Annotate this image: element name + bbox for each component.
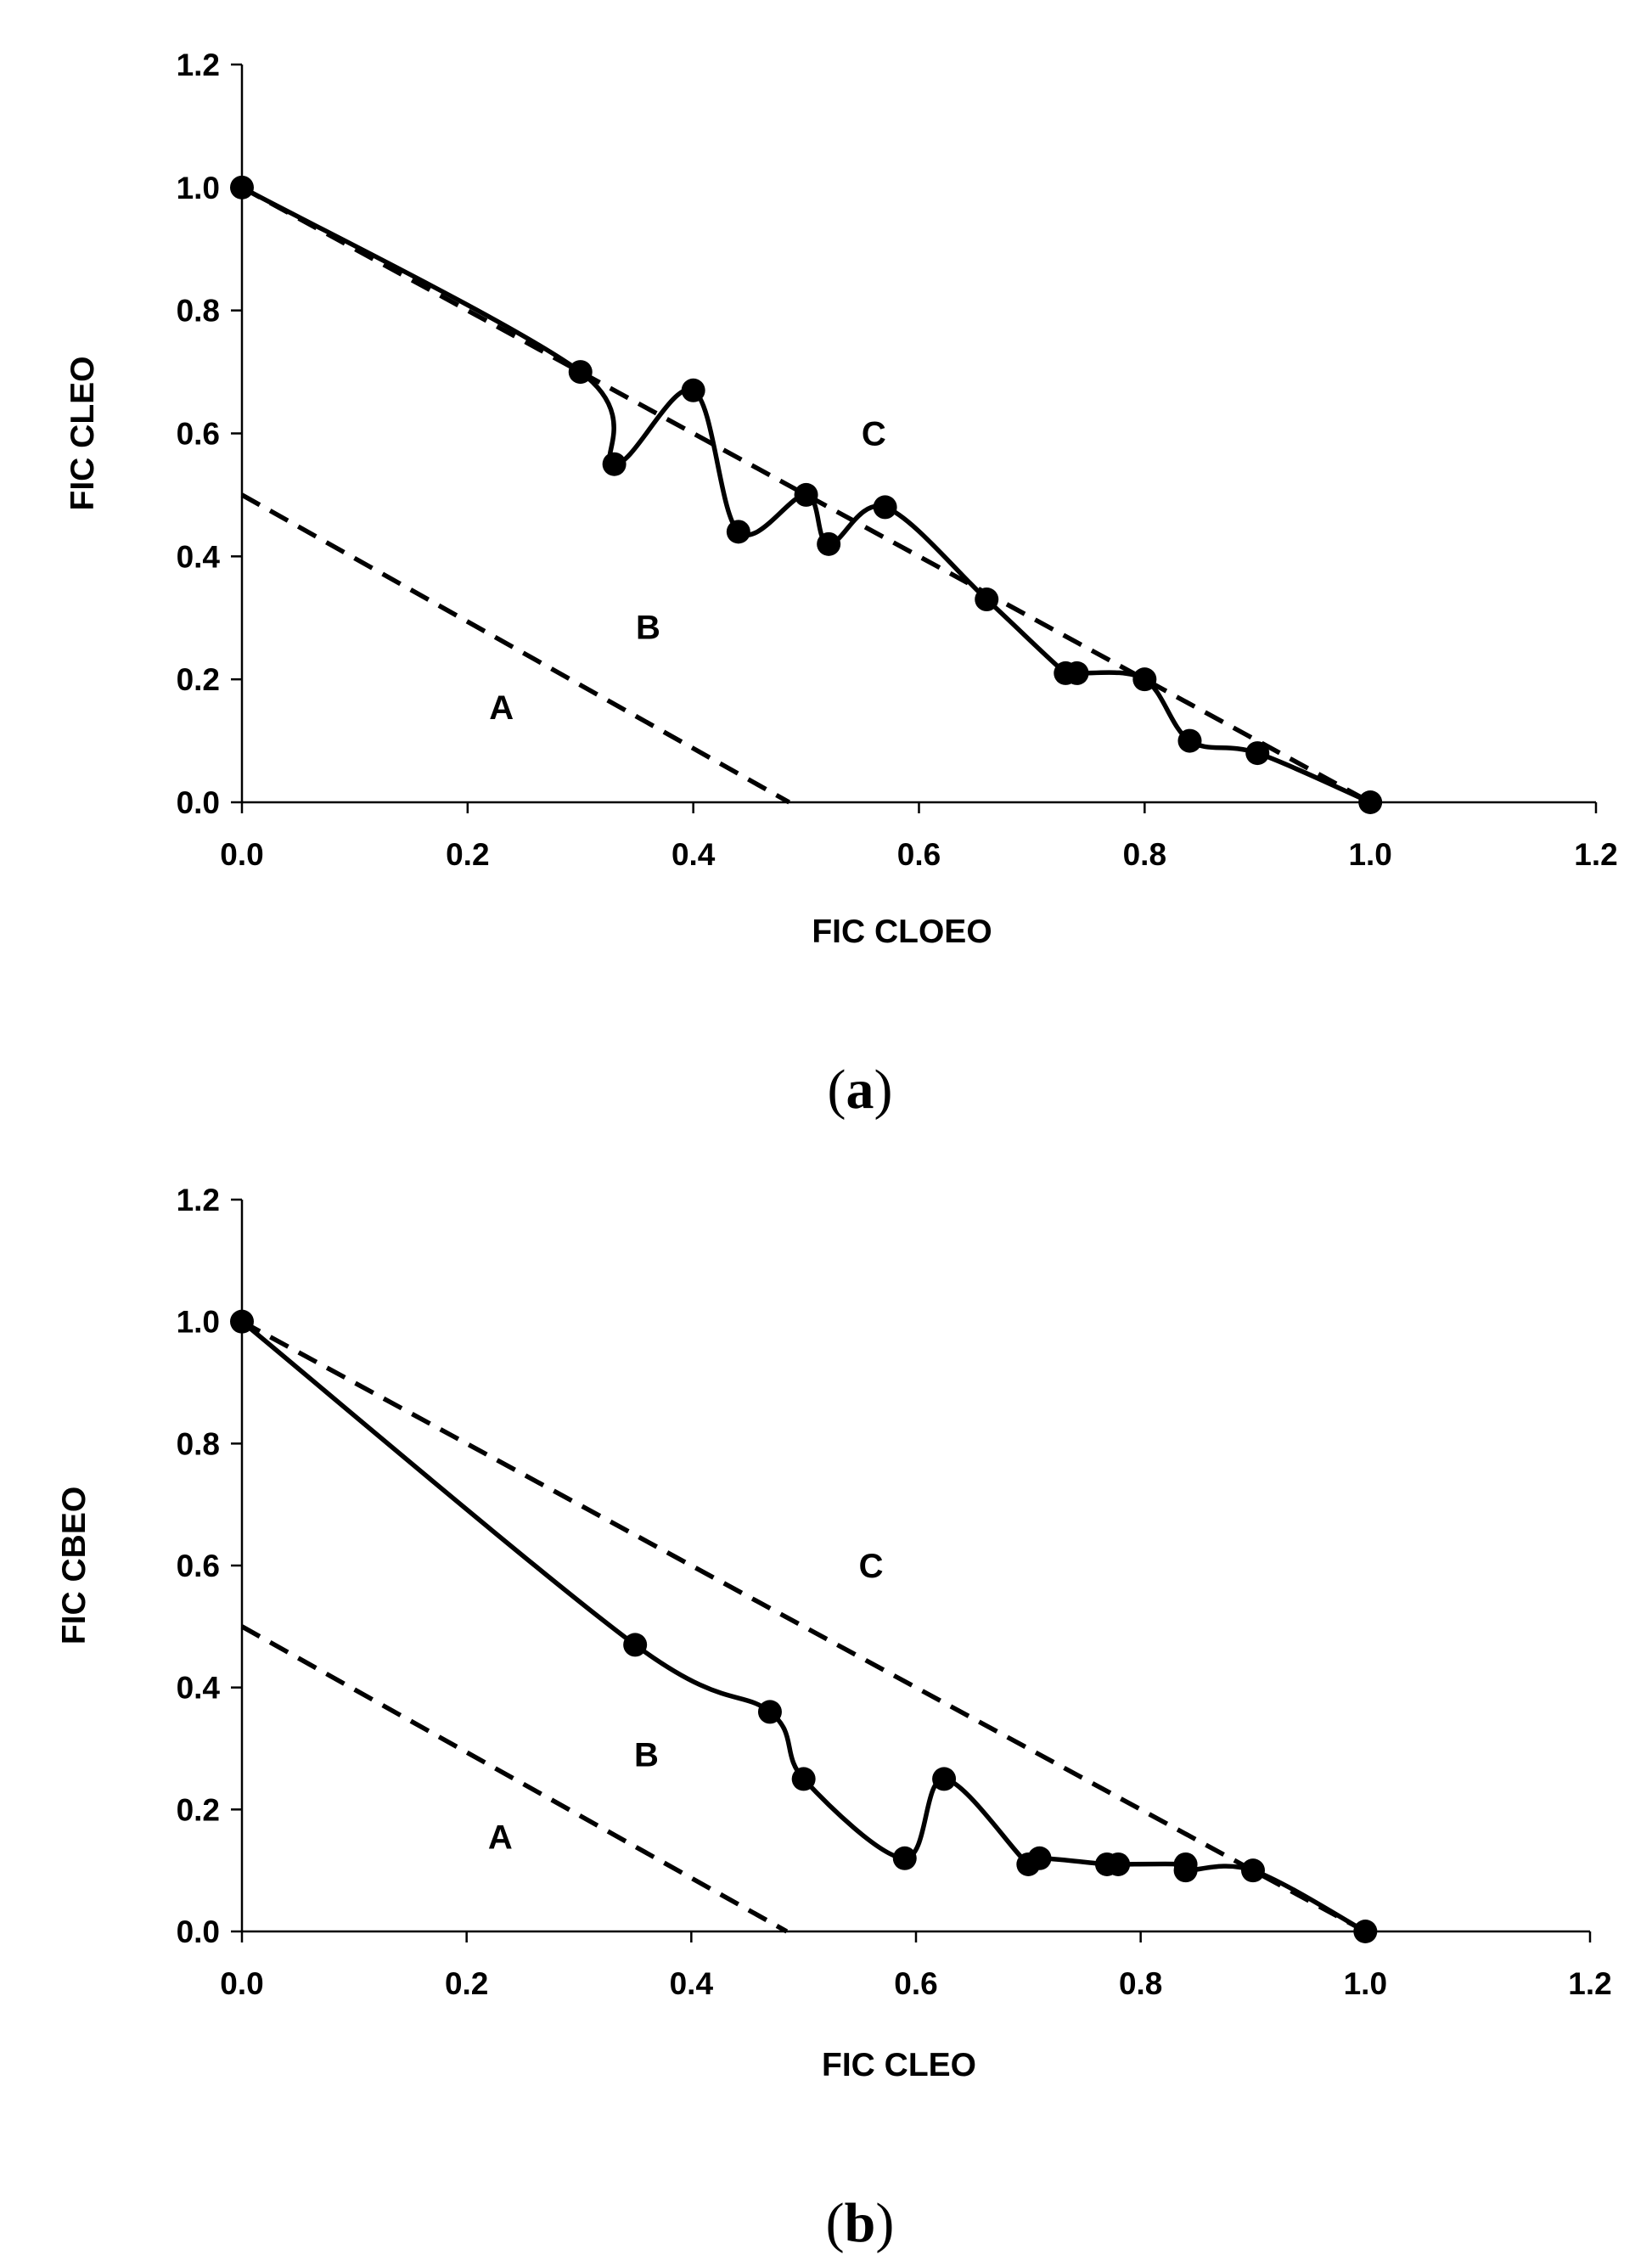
panel-a-data-point (1177, 728, 1202, 753)
panel-b-y-tick-label: 0.2 (177, 1792, 220, 1827)
panel-b-caption-label: (b) (826, 2192, 895, 2254)
panel-a-data-point (568, 360, 593, 385)
panel-b-x-tick-label: 1.0 (1344, 1966, 1387, 2001)
panel-a-data-point (726, 520, 750, 544)
panel-b-data-point (1106, 1852, 1131, 1876)
panel-b-caption-letter: b (845, 2192, 876, 2254)
panel-b-synergy-line (240, 1624, 789, 1934)
panel-a-additivity-line (240, 185, 1372, 805)
panel-a-y-tick-label: 1.2 (177, 48, 220, 82)
panel-b-y-tick-label: 0.4 (177, 1671, 221, 1706)
panel-b-reference-lines (240, 1319, 1367, 1934)
panel-b-region-label-a: A (488, 1819, 513, 1857)
panel-a-data-point (1358, 790, 1383, 814)
panel-b-additivity-line (240, 1319, 1367, 1934)
chart-panel-a: 0.0 0.2 0.4 0.6 0.8 1.0 1.2 0.0 0.2 0.4 0.6 0.8 1.0 1… (65, 48, 1618, 1121)
panel-b-y-axis-title: FIC CBEO (56, 1487, 93, 1644)
panel-a-data-point (817, 531, 841, 556)
panel-a-caption-letter: a (846, 1059, 874, 1121)
panel-b-ticks: 0.0 0.2 0.4 0.6 0.8 1.0 1.2 0.0 0.2 0.4 0.6 0.8 1.0 1… (177, 1183, 1612, 2001)
panel-b-x-tick-label: 0.6 (894, 1966, 937, 2001)
panel-a-y-tick-label: 0.2 (177, 662, 220, 697)
panel-a-x-tick-label: 0.4 (671, 837, 716, 872)
panel-b-data-point (892, 1846, 917, 1870)
panel-b-region-labels: A B C (488, 1548, 884, 1857)
panel-b-y-tick-label: 0.6 (177, 1549, 220, 1583)
panel-a-x-tick-label: 0.6 (897, 837, 941, 872)
panel-a-region-labels: A B C (489, 416, 886, 727)
panel-b-region-label-c: C (859, 1548, 884, 1585)
panel-a-y-tick-label: 1.0 (177, 171, 220, 205)
panel-a-data-point (681, 378, 705, 402)
panel-a-caption-close: ) (874, 1059, 893, 1121)
panel-a-y-tick-label: 0.4 (177, 539, 221, 574)
panel-a-x-tick-label: 1.2 (1574, 837, 1617, 872)
panel-b-y-tick-label: 1.0 (177, 1305, 220, 1340)
panel-b-x-tick-label: 1.2 (1568, 1966, 1611, 2001)
panel-b-y-tick-label: 1.2 (177, 1183, 220, 1217)
panel-b-y-tick-label: 0.8 (177, 1426, 220, 1461)
panel-a-data-point (1065, 661, 1089, 685)
panel-a-caption-open: ( (828, 1059, 846, 1121)
panel-a-y-tick-label: 0.6 (177, 417, 220, 452)
panel-a-region-label-a: A (489, 689, 514, 727)
panel-a-data-point (1245, 741, 1270, 766)
panel-a-synergy-line (240, 492, 790, 805)
panel-a-y-tick-label: 0.8 (177, 294, 220, 329)
panel-a-region-label-b: B (636, 610, 660, 647)
panel-b-x-tick-label: 0.0 (220, 1966, 263, 2001)
panel-b-data-point (1241, 1858, 1265, 1883)
panel-a-data-point (1132, 667, 1157, 692)
panel-a-x-tick-label: 1.0 (1348, 837, 1391, 872)
panel-a-x-tick-label: 0.8 (1123, 837, 1166, 872)
panel-b-x-tick-label: 0.2 (445, 1966, 488, 2001)
panel-b-markers (230, 1309, 1378, 1943)
panel-b-data-point (757, 1700, 782, 1724)
panel-a-y-axis-title: FIC CLEO (65, 357, 101, 511)
panel-b-data-point (230, 1309, 254, 1334)
panel-b-caption-close: ) (875, 2192, 894, 2254)
panel-a-x-tick-label: 0.0 (220, 837, 263, 872)
panel-a-data-point (794, 482, 818, 507)
panel-b-y-tick-label: 0.0 (177, 1914, 220, 1949)
panel-a-ticks: 0.0 0.2 0.4 0.6 0.8 1.0 1.2 0.0 0.2 0.4 0.6 0.8 1.0 1… (177, 48, 1618, 872)
panel-b-data-point (791, 1767, 816, 1791)
panel-b-x-axis-title: FIC CLEO (822, 2047, 976, 2083)
panel-b-data-point (932, 1767, 957, 1791)
panel-b-data-point (623, 1633, 648, 1657)
panel-a-y-tick-label: 0.0 (177, 785, 220, 820)
panel-a-data-point (230, 175, 254, 200)
panel-a-caption-label: (a) (828, 1059, 893, 1121)
panel-b-x-tick-label: 0.4 (670, 1966, 714, 2001)
panel-b-region-label-b: B (634, 1737, 659, 1774)
panel-b-caption-open: ( (826, 2192, 845, 2254)
panel-a-region-label-c: C (862, 416, 886, 453)
panel-a-x-axis-title: FIC CLOEO (812, 914, 992, 950)
panel-b-x-tick-label: 0.8 (1119, 1966, 1162, 2001)
panel-a-data-point (873, 495, 897, 520)
panel-b-data-point (1173, 1858, 1198, 1883)
panel-b-data-point (1027, 1846, 1052, 1870)
panel-b-data-point (1353, 1920, 1378, 1943)
panel-a-data-point (602, 452, 627, 476)
panel-a-markers (230, 175, 1383, 814)
chart-panel-b: 0.0 0.2 0.4 0.6 0.8 1.0 1.2 0.0 0.2 0.4 0.6 0.8 1.0 1… (56, 1183, 1612, 2254)
panel-a-data-point (975, 587, 999, 612)
panel-a-reference-lines (240, 185, 1372, 805)
panel-a-x-tick-label: 0.2 (446, 837, 489, 872)
